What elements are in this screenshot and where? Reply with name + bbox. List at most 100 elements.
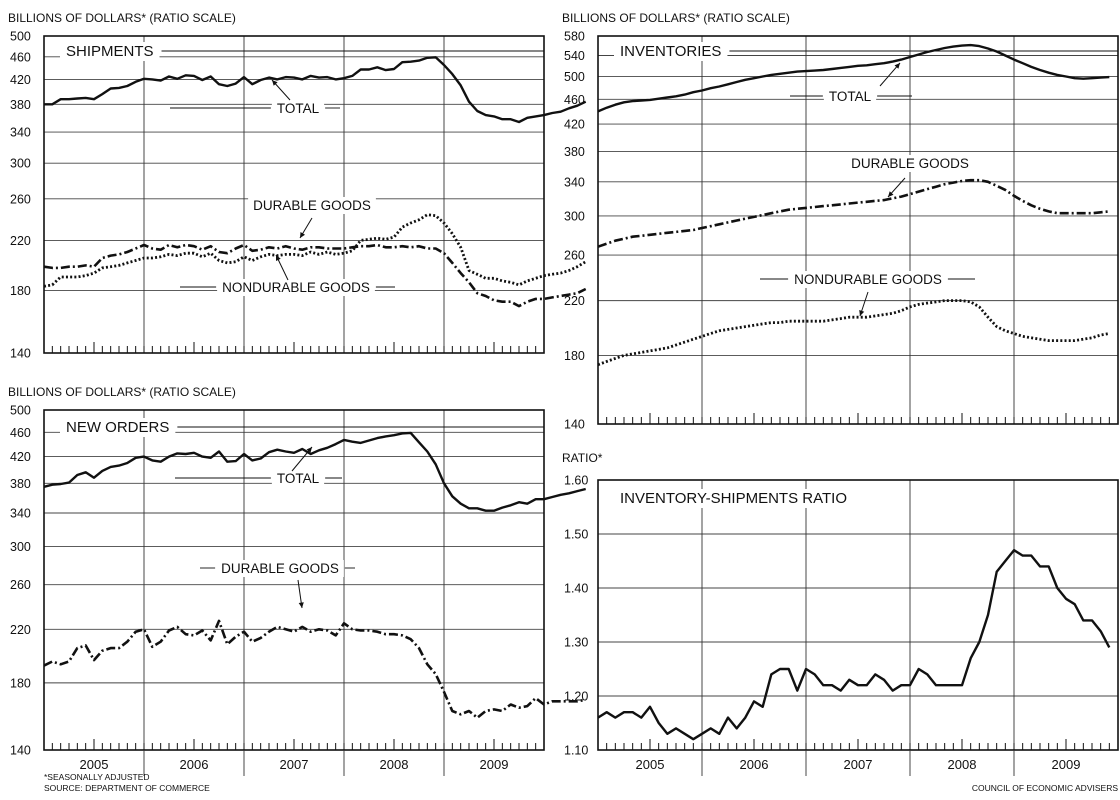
y-tick-label: 260	[10, 578, 31, 592]
y-tick-label: 260	[10, 192, 31, 206]
series-label: DURABLE GOODS	[253, 198, 371, 213]
label-knockout	[271, 470, 325, 487]
chart-ratio: RATIO* 1.10 1.20 1.30 1.40 1.50 1.60 2005 2006 20…	[562, 451, 1119, 776]
arrowhead-icon	[888, 191, 894, 197]
y-tick-label: 460	[10, 50, 31, 64]
x-year-label: 2005	[80, 757, 109, 772]
y-tick-label: 420	[10, 73, 31, 87]
label-knockout	[248, 197, 376, 214]
y-tick-label: 140	[564, 418, 585, 432]
x-year-label: 2005	[636, 757, 665, 772]
x-year-label: 2009	[1052, 757, 1081, 772]
y-tick-label: 220	[564, 294, 585, 308]
footnote-source: SOURCE: DEPARTMENT OF COMMERCE	[44, 783, 210, 793]
y-tick-label: 420	[564, 118, 585, 132]
credit-line: COUNCIL OF ECONOMIC ADVISERS	[972, 783, 1118, 793]
series-label: DURABLE GOODS	[221, 561, 339, 576]
y-tick-label: 140	[10, 744, 31, 758]
title-knockout	[60, 418, 176, 437]
y-tick-label: 300	[10, 540, 31, 554]
unit-label: BILLIONS OF DOLLARS* (RATIO SCALE)	[8, 385, 236, 399]
y-tick-label: 460	[564, 93, 585, 107]
unit-label: BILLIONS OF DOLLARS* (RATIO SCALE)	[562, 11, 790, 25]
arrowhead-icon	[298, 602, 304, 608]
y-tick-label: 340	[564, 175, 585, 189]
y-tick-label: 180	[10, 284, 31, 298]
y-tick-label: 500	[10, 404, 31, 418]
x-year-label: 2006	[180, 757, 209, 772]
y-tick-label: 460	[10, 426, 31, 440]
y-tick-label: 380	[564, 145, 585, 159]
series-line-durable-goods	[43, 619, 586, 720]
series-line-nondurable-goods	[597, 299, 1110, 367]
chart-new-orders: BILLIONS OF DOLLARS* (RATIO SCALE) 140 180…	[8, 385, 586, 776]
series-label: NONDURABLE GOODS	[794, 272, 942, 287]
y-tick-label: 340	[10, 126, 31, 140]
arrowhead-icon	[859, 310, 865, 316]
y-tick-label: 1.60	[564, 474, 588, 488]
chart-inventories: BILLIONS OF DOLLARS* (RATIO SCALE) 140 180…	[562, 11, 1119, 432]
y-tick-label: 1.10	[564, 744, 588, 758]
y-tick-label: 420	[10, 450, 31, 464]
footnote-seasonal: *SEASONALLY ADJUSTED	[44, 772, 150, 782]
plot-frame	[597, 479, 1119, 751]
series-line-nondurable-goods	[43, 213, 587, 288]
y-tick-label: 580	[564, 30, 585, 44]
y-tick-label: 180	[10, 676, 31, 690]
panel-title: NEW ORDERS	[66, 419, 169, 436]
y-tick-label: 1.50	[564, 528, 588, 542]
plot-frame	[43, 35, 545, 354]
y-tick-label: 300	[10, 157, 31, 171]
series-line-total	[43, 431, 586, 512]
label-knockout	[789, 271, 947, 288]
panel-title: SHIPMENTS	[66, 43, 154, 60]
series-label: TOTAL	[829, 89, 872, 104]
y-tick-label: 340	[10, 507, 31, 521]
series-label: NONDURABLE GOODS	[222, 280, 370, 295]
arrowhead-icon	[306, 447, 312, 453]
series-label: TOTAL	[277, 471, 320, 486]
x-year-label: 2008	[948, 757, 977, 772]
x-year-label: 2007	[844, 757, 873, 772]
arrowhead-icon	[894, 63, 900, 69]
series-line-total	[597, 43, 1110, 113]
arrowhead-icon	[272, 80, 278, 86]
y-tick-label: 220	[10, 234, 31, 248]
y-tick-label: 1.40	[564, 582, 588, 596]
arrowhead-icon	[300, 232, 305, 238]
series-line-inventory-shipments-ratio	[597, 549, 1111, 741]
y-tick-label: 380	[10, 477, 31, 491]
unit-label: BILLIONS OF DOLLARS* (RATIO SCALE)	[8, 11, 236, 25]
plot-frame	[43, 409, 545, 751]
y-tick-label: 1.20	[564, 690, 588, 704]
label-knockout	[217, 279, 375, 296]
chart-panels: BILLIONS OF DOLLARS* (RATIO SCALE) 140 180…	[8, 11, 1119, 776]
label-knockout	[216, 560, 344, 577]
y-tick-label: 500	[10, 30, 31, 44]
label-knockout	[846, 155, 974, 172]
panel-title: INVENTORY-SHIPMENTS RATIO	[620, 490, 847, 507]
x-year-label: 2007	[280, 757, 309, 772]
title-knockout	[614, 489, 853, 508]
y-tick-label: 300	[564, 209, 585, 223]
y-tick-label: 500	[564, 70, 585, 84]
plot-frame	[597, 35, 1119, 425]
series-line-total	[44, 56, 587, 124]
y-tick-label: 380	[10, 98, 31, 112]
title-knockout	[614, 42, 728, 61]
x-year-label: 2006	[740, 757, 769, 772]
chart-shipments: BILLIONS OF DOLLARS* (RATIO SCALE) 140 180…	[8, 11, 587, 361]
x-year-label: 2008	[380, 757, 409, 772]
unit-label: RATIO*	[562, 451, 603, 465]
series-label: TOTAL	[277, 101, 320, 116]
y-tick-label: 180	[564, 349, 585, 363]
title-knockout	[60, 42, 160, 61]
arrowhead-icon	[276, 255, 281, 261]
label-knockout	[823, 88, 877, 105]
label-knockout	[271, 100, 325, 117]
y-tick-label: 220	[10, 623, 31, 637]
y-tick-label: 540	[564, 49, 585, 63]
y-tick-label: 260	[564, 249, 585, 263]
y-tick-label: 1.30	[564, 636, 588, 650]
